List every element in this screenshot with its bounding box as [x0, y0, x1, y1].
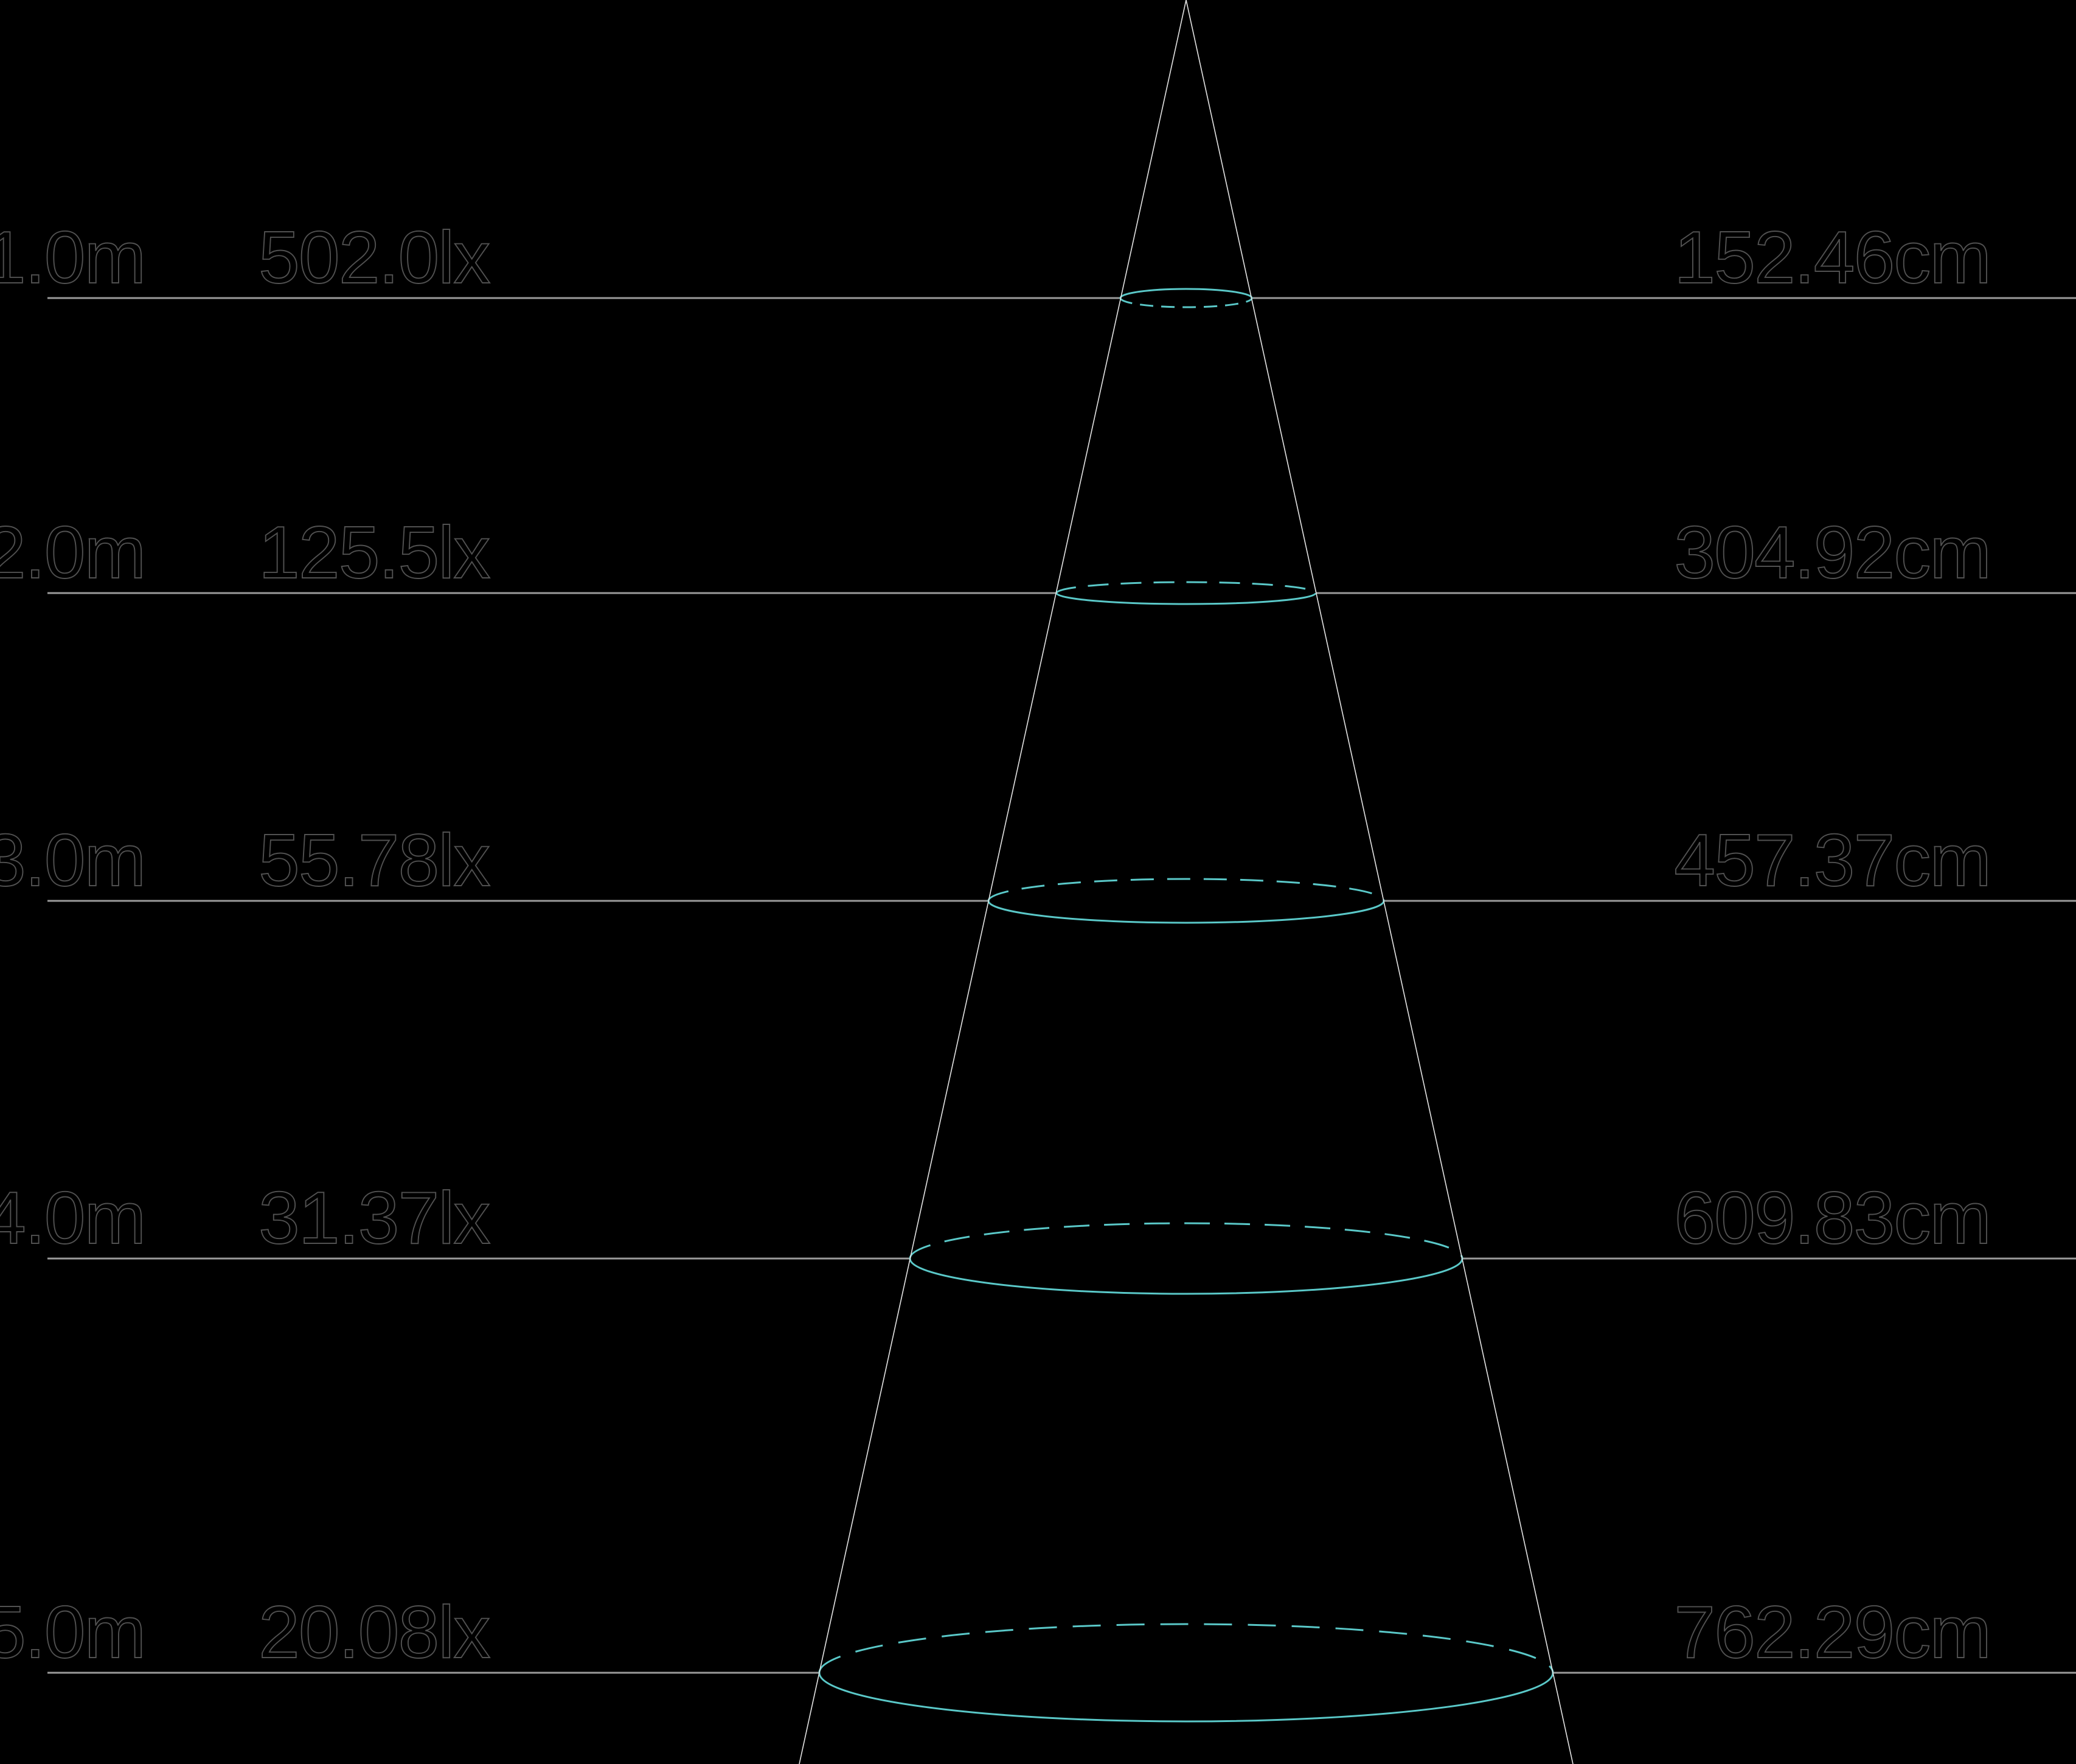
- beam-ellipse-bottom-arc: [987, 900, 1385, 924]
- beam-ellipse-top-arc: [1055, 581, 1317, 594]
- distance-label: 2.0m: [0, 511, 147, 594]
- cone-edge-right: [1186, 0, 1574, 1764]
- diameter-label: 304.92cm: [1673, 511, 1992, 594]
- distance-label: 4.0m: [0, 1176, 147, 1259]
- diameter-label: 152.46cm: [1673, 216, 1992, 299]
- beam-ellipse-bottom-arc: [909, 1258, 1463, 1295]
- illuminance-label: 31.37lx: [258, 1176, 491, 1259]
- illuminance-label: 125.5lx: [258, 511, 491, 594]
- beam-ellipse-top-arc: [909, 1222, 1463, 1259]
- distance-label: 3.0m: [0, 819, 147, 901]
- beam-ellipse-top-arc: [1119, 288, 1253, 299]
- cone-edge-left: [799, 0, 1187, 1764]
- diameter-label: 762.29cm: [1673, 1591, 1992, 1673]
- beam-ellipse-top-arc: [987, 878, 1385, 901]
- beam-ellipse-bottom-arc: [1119, 297, 1253, 308]
- distance-label: 1.0m: [0, 216, 147, 299]
- illuminance-label: 20.08lx: [258, 1591, 491, 1673]
- diameter-label: 609.83cm: [1673, 1176, 1992, 1259]
- illuminance-label: 55.78lx: [258, 819, 491, 901]
- distance-label: 5.0m: [0, 1591, 147, 1673]
- diameter-label: 457.37cm: [1673, 819, 1992, 901]
- beam-ellipse-top-arc: [818, 1623, 1554, 1673]
- beam-ellipse-bottom-arc: [1055, 592, 1317, 605]
- beam-ellipse-bottom-arc: [818, 1672, 1554, 1723]
- illuminance-label: 502.0lx: [258, 216, 491, 299]
